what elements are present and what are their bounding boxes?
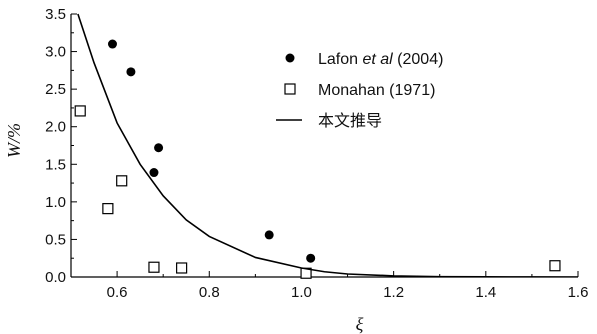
data-point-monahan (74, 105, 86, 117)
legend-marker-monahan (284, 83, 296, 95)
series-line-derived (77, 13, 579, 277)
data-point-lafon (154, 143, 164, 153)
x-tick-label: 1.6 (568, 284, 589, 301)
ticks: 0.6 0.8 1.0 1.2 1.4 1.6 0.0 0.5 1.0 1.5 2.0 2.5 3.0 3… (45, 6, 588, 301)
y-tick-label: 1.0 (45, 194, 66, 211)
legend-label: Monahan (1971) (318, 82, 435, 99)
y-tick-label: 2.5 (45, 81, 66, 98)
x-axis-title: ξ (356, 314, 364, 334)
data-point-monahan (148, 261, 160, 273)
x-tick-label: 0.8 (199, 284, 220, 301)
data-point-monahan (116, 175, 128, 187)
data-point-lafon (149, 168, 159, 178)
y-tick-label: 2.0 (45, 119, 66, 136)
data-point-lafon (107, 39, 117, 49)
y-tick-label: 3.0 (45, 44, 66, 61)
legend: Lafon et al (2004) Monahan (1971) 本文推导 (276, 51, 443, 130)
data-point-monahan (102, 203, 114, 215)
data-point-lafon (306, 253, 316, 263)
y-tick-label: 3.5 (45, 6, 66, 23)
y-tick-label: 0.0 (45, 269, 66, 286)
data-point-monahan (549, 260, 561, 272)
data-point-lafon (264, 230, 274, 240)
x-tick-label: 1.2 (383, 284, 404, 301)
y-tick-label: 1.5 (45, 156, 66, 173)
legend-label: 本文推导 (318, 111, 382, 130)
x-tick-label: 1.4 (475, 284, 496, 301)
legend-marker-lafon (285, 53, 295, 63)
plot-area (74, 13, 579, 279)
x-tick-label: 1.0 (291, 284, 312, 301)
y-axis-title: W/% (4, 123, 24, 158)
legend-label: Lafon et al (2004) (318, 51, 443, 68)
x-tick-label: 0.6 (107, 284, 128, 301)
data-point-monahan (176, 262, 188, 274)
data-point-lafon (126, 67, 136, 77)
y-tick-label: 0.5 (45, 231, 66, 248)
